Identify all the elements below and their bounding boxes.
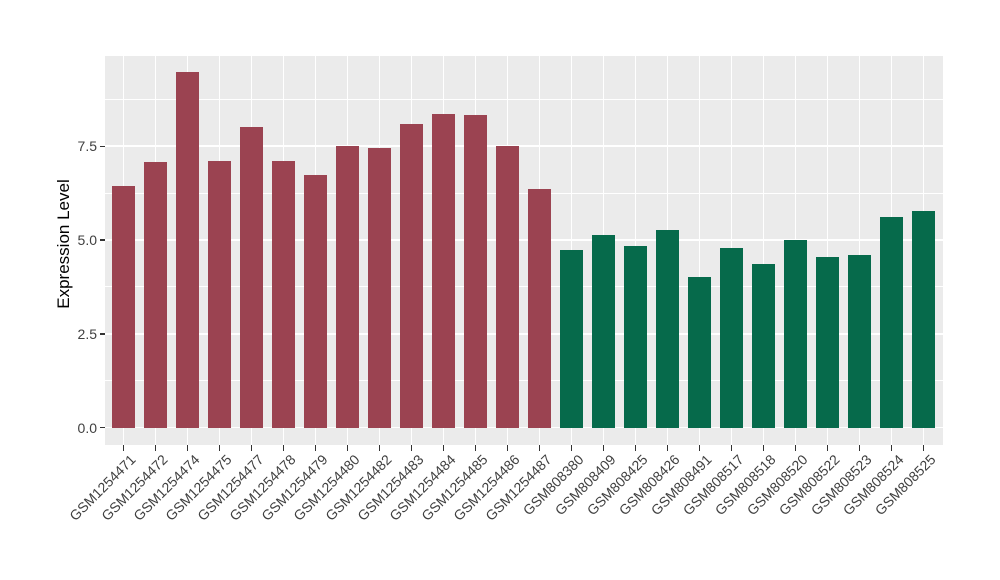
bar (560, 250, 583, 428)
bar (496, 145, 519, 428)
major-gridline (105, 332, 943, 335)
y-tick-label: 5.0 (77, 232, 97, 248)
bar (656, 229, 679, 428)
minor-gridline (105, 192, 943, 194)
x-tick-mark (570, 445, 573, 451)
minor-gridline (105, 286, 943, 288)
x-tick-mark (922, 445, 925, 451)
bar (912, 211, 935, 428)
minor-gridline (105, 380, 943, 382)
x-tick-mark (122, 445, 125, 451)
y-tick-mark (99, 145, 105, 147)
bar (112, 186, 135, 428)
major-gridline (105, 239, 943, 241)
x-tick-mark (314, 445, 317, 451)
x-tick-mark (442, 445, 445, 451)
x-tick-mark (730, 445, 733, 451)
x-tick-mark (826, 445, 829, 451)
x-tick-mark (410, 445, 413, 451)
x-tick-mark (378, 445, 381, 451)
bar (752, 264, 775, 428)
bar (624, 246, 647, 428)
x-tick-mark (794, 445, 797, 451)
bar (592, 235, 615, 428)
minor-gridline (105, 98, 943, 100)
y-tick-mark (99, 239, 105, 241)
bar (720, 247, 743, 428)
y-tick-label: 2.5 (77, 325, 97, 342)
vertical-gridline (827, 56, 828, 445)
x-tick-mark (250, 445, 253, 451)
vertical-gridline (763, 56, 764, 445)
x-tick-mark (602, 445, 605, 451)
major-gridline (105, 426, 943, 429)
bar (848, 255, 871, 428)
plot-panel (105, 56, 943, 445)
x-tick-mark (474, 445, 477, 451)
x-tick-mark (186, 445, 189, 451)
x-tick-mark (634, 445, 637, 451)
bar (336, 145, 359, 428)
bar (784, 240, 807, 428)
x-tick-mark (858, 445, 861, 451)
x-tick-mark (218, 445, 221, 451)
x-tick-mark (154, 445, 157, 451)
x-tick-mark (346, 445, 349, 451)
x-tick-mark (762, 445, 765, 451)
vertical-gridline (859, 56, 860, 445)
x-tick-mark (698, 445, 701, 451)
bar (432, 113, 455, 428)
vertical-gridline (699, 56, 700, 445)
bar (528, 189, 551, 428)
bar (400, 123, 423, 428)
bar (208, 161, 231, 428)
x-tick-mark (282, 445, 285, 451)
bar (304, 174, 327, 428)
bar (880, 217, 903, 428)
bar (464, 114, 487, 428)
y-tick-label: 0.0 (77, 419, 97, 436)
bar (144, 162, 167, 428)
x-tick-mark (538, 445, 541, 451)
bar (688, 276, 711, 428)
major-gridline (105, 145, 943, 148)
bar (272, 160, 295, 428)
bar (176, 72, 199, 428)
bar (816, 256, 839, 428)
x-tick-mark (506, 445, 509, 451)
y-tick-label: 7.5 (77, 138, 97, 155)
y-tick-mark (99, 426, 105, 429)
bar (240, 126, 263, 428)
bar (368, 147, 391, 428)
x-tick-mark (666, 445, 669, 451)
x-tick-mark (890, 445, 893, 451)
y-tick-mark (99, 333, 105, 335)
